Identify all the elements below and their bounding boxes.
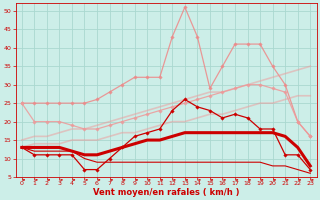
X-axis label: Vent moyen/en rafales ( km/h ): Vent moyen/en rafales ( km/h ) bbox=[93, 188, 239, 197]
